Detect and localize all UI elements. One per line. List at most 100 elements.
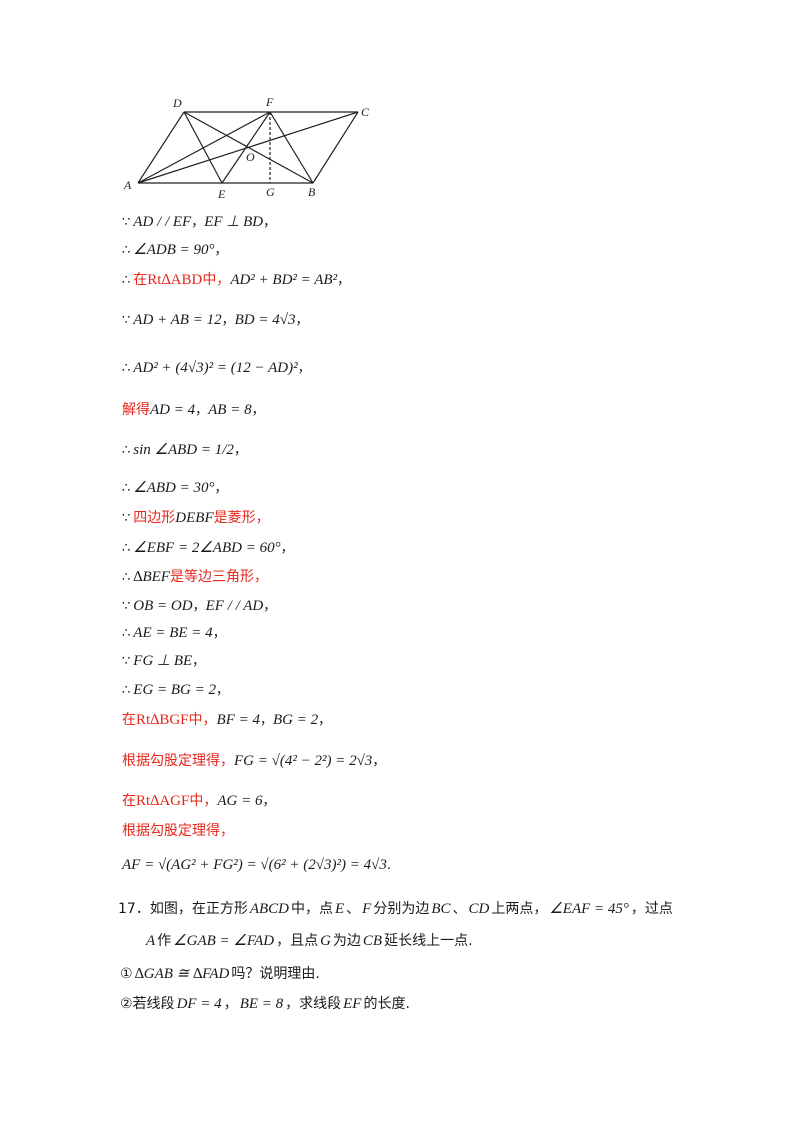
problem-text: 、 xyxy=(346,901,361,917)
solution-line: ∴ AE = BE = 4， xyxy=(122,623,226,644)
problem-text: 17．如图，在正方形 xyxy=(118,901,248,917)
punctuation: ， xyxy=(191,215,205,230)
math-expression: EG = BG = 2 xyxy=(133,682,217,698)
math-expression: ∆BEF xyxy=(133,569,170,585)
problem-17-part-1: ① ∆GAB ≅ ∆FAD 吗？说明理由. xyxy=(120,963,320,983)
problem-text: 分别为边 xyxy=(373,901,430,917)
math-expression: AF = √(AG² + FG²) = √(6² + (2√3)²) = 4√3 xyxy=(122,857,387,873)
problem-17-part-2: ②若线段 DF = 4， BE = 8 ，求线段 EF 的长度. xyxy=(120,993,410,1013)
math-expression: EF ⊥ BD xyxy=(204,214,264,230)
label-o: O xyxy=(246,150,255,164)
problem-17-line-2: A 作 ∠GAB = ∠FAD ，且点 G 为边 CB 延长线上一点. xyxy=(144,930,473,950)
math-expression: AB = 8 xyxy=(208,402,252,418)
math-expression: ∠ADB = 90° xyxy=(133,242,215,258)
math-expression: F xyxy=(362,901,372,917)
solution-line: 在Rt∆BGF中，BF = 4，BG = 2， xyxy=(122,710,331,731)
solution-line: ∴ sin ∠ABD = 1/2， xyxy=(122,440,247,461)
problem-text: ， xyxy=(223,996,238,1012)
math-expression: ∆GAB ≅ ∆FAD xyxy=(134,966,230,982)
label-e: E xyxy=(217,187,226,201)
red-text: 是菱形， xyxy=(213,510,270,526)
solution-line: ∵ AD + AB = 12，BD = 4√3， xyxy=(122,310,308,331)
logic-symbol: ∴ xyxy=(122,626,131,641)
red-text: 根据勾股定理得， xyxy=(122,823,234,839)
solution-line: 解得AD = 4，AB = 8， xyxy=(122,400,265,421)
solution-line: ∴ ∠EBF = 2∠ABD = 60°， xyxy=(122,538,294,559)
math-expression: OB = OD xyxy=(133,598,193,614)
math-expression: AD = 4 xyxy=(150,402,196,418)
punctuation: ， xyxy=(251,403,265,418)
logic-symbol: ∴ xyxy=(122,443,131,458)
logic-symbol: ∵ xyxy=(122,511,131,526)
math-expression: DF = 4 xyxy=(176,996,222,1012)
red-text: 在 xyxy=(122,793,136,809)
math-expression: EF / / AD xyxy=(205,598,264,614)
punctuation: ， xyxy=(214,243,228,258)
problem-text: 作 xyxy=(157,933,172,949)
math-expression: AE = BE = 4 xyxy=(133,625,213,641)
solution-line: ∴ ∠ABD = 30°， xyxy=(122,478,228,499)
solution-line: 在Rt∆AGF中，AG = 6， xyxy=(122,791,276,812)
math-expression: BC xyxy=(431,901,451,917)
solution-line: ∵ FG ⊥ BE， xyxy=(122,651,205,672)
red-text: 中， xyxy=(189,793,218,809)
solution-line: ∴ ∆BEF是等边三角形， xyxy=(122,567,268,588)
math-expression: BD = 4√3 xyxy=(234,312,296,328)
punctuation: ， xyxy=(318,713,332,728)
segment-af xyxy=(137,111,271,184)
red-triangle-name: Rt∆BGF xyxy=(136,712,189,728)
solution-line: ∴ EG = BG = 2， xyxy=(122,680,229,701)
problem-text: 、 xyxy=(452,901,467,917)
parallelogram-figure: D F C O A E G B xyxy=(123,95,370,201)
label-a: A xyxy=(123,178,132,192)
solution-line: ∴ 在Rt∆ABD中，AD² + BD² = AB²， xyxy=(122,270,350,291)
punctuation: ， xyxy=(214,481,228,496)
label-g: G xyxy=(266,185,275,199)
math-expression: AD² + BD² = AB² xyxy=(230,272,338,288)
math-expression: ∠GAB = ∠FAD xyxy=(173,933,275,949)
problem-text: ②若线段 xyxy=(120,996,175,1012)
problem-text: ① xyxy=(120,966,133,982)
segment-fb xyxy=(269,111,314,184)
math-expression: FG ⊥ BE xyxy=(133,653,193,669)
solution-line: 根据勾股定理得，FG = √(4² − 2²) = 2√3， xyxy=(122,751,385,772)
problem-text: 吗？说明理由. xyxy=(231,966,320,982)
problem-text: 中，点 xyxy=(291,901,333,917)
label-d: D xyxy=(172,96,182,110)
red-triangle-name: Rt∆AGF xyxy=(136,793,190,809)
solution-line: 根据勾股定理得， xyxy=(122,821,234,841)
solution-line: ∴ ∠ADB = 90°， xyxy=(122,240,228,261)
punctuation: ， xyxy=(192,654,206,669)
punctuation: ， xyxy=(280,541,294,556)
punctuation: ， xyxy=(192,599,206,614)
problem-text: ，且点 xyxy=(276,933,319,949)
red-triangle-name: Rt∆ABD xyxy=(147,272,203,288)
problem-text: 上两点， xyxy=(491,901,548,917)
red-text: 中， xyxy=(202,272,231,288)
label-f: F xyxy=(265,95,274,109)
logic-symbol: ∵ xyxy=(122,215,131,230)
punctuation: ， xyxy=(263,215,277,230)
math-expression: BG = 2 xyxy=(273,712,319,728)
solution-line: ∵ OB = OD，EF / / AD， xyxy=(122,596,276,617)
punctuation: ， xyxy=(233,443,247,458)
math-expression: AD / / EF xyxy=(133,214,192,230)
red-text: 根据勾股定理得， xyxy=(122,753,234,769)
math-expression: BE = 8 xyxy=(239,996,284,1012)
red-text: 四边形 xyxy=(133,510,176,526)
math-expression: G xyxy=(320,933,331,949)
segment-de xyxy=(183,111,223,184)
logic-symbol: ∴ xyxy=(122,541,131,556)
math-expression: E xyxy=(335,901,345,917)
solution-line: ∵ 四边形DEBF是菱形， xyxy=(122,508,270,529)
punctuation: ， xyxy=(259,713,273,728)
punctuation: ， xyxy=(195,403,209,418)
red-text: 是等边三角形， xyxy=(169,569,268,585)
solution-line: ∵ AD / / EF，EF ⊥ BD， xyxy=(122,212,276,233)
segment-ef xyxy=(221,111,271,184)
red-text: 解得 xyxy=(122,402,150,418)
label-b: B xyxy=(308,185,316,199)
math-expression: A xyxy=(146,933,156,949)
red-text: 中， xyxy=(188,712,217,728)
